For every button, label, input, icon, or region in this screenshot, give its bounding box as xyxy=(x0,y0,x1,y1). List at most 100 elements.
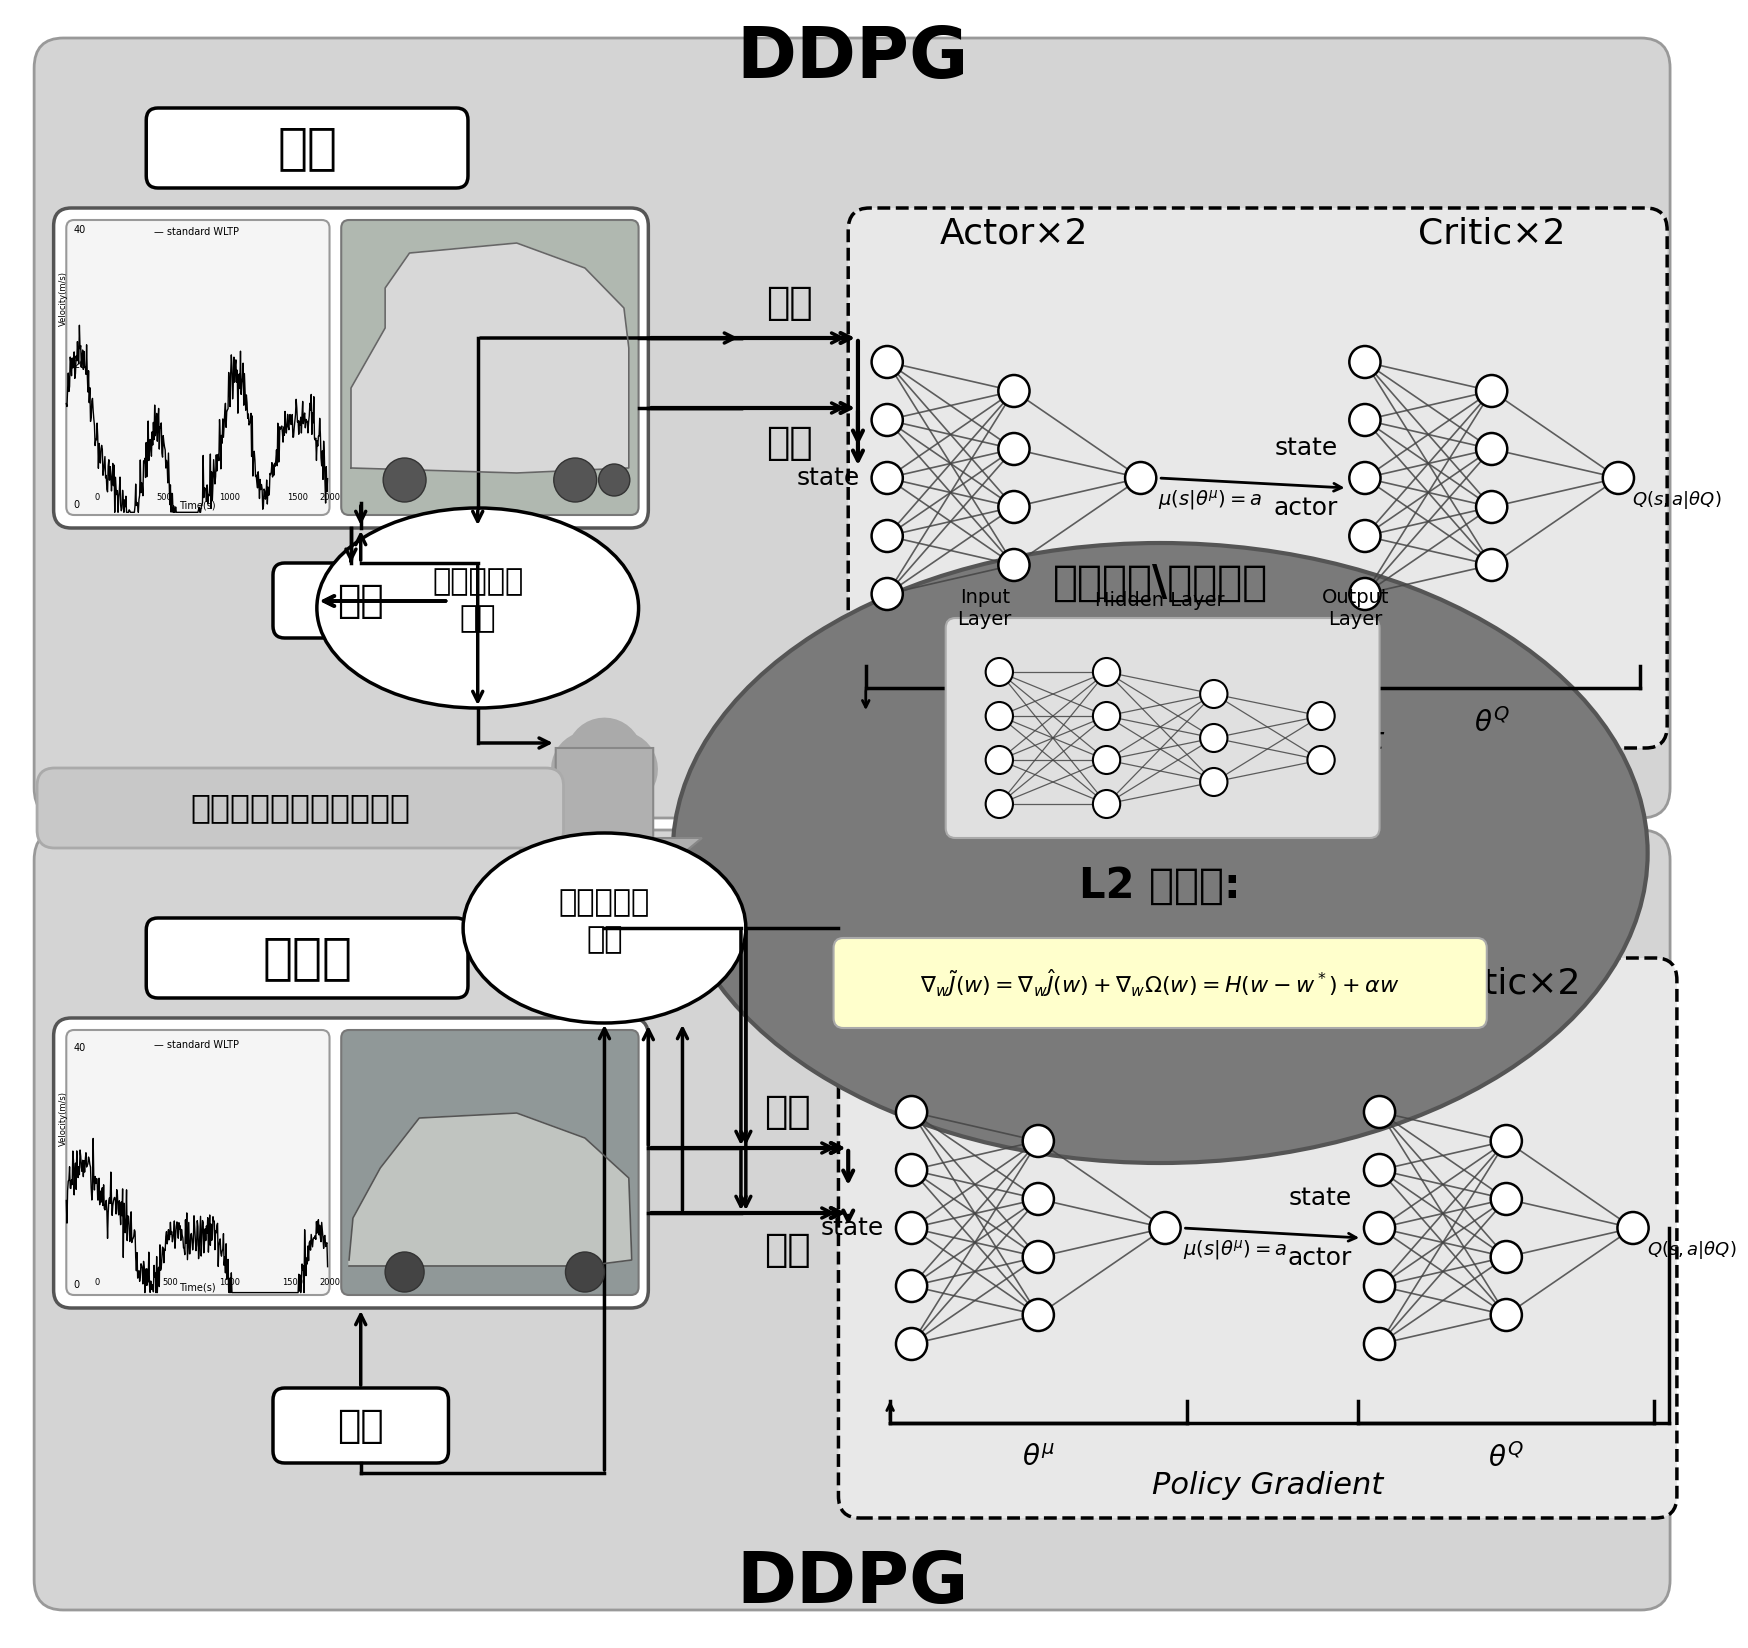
Text: Output
Layer: Output Layer xyxy=(1321,587,1390,628)
Text: 1000: 1000 xyxy=(220,1277,241,1287)
Text: 优先回放经
验池: 优先回放经 验池 xyxy=(432,567,523,633)
FancyBboxPatch shape xyxy=(946,618,1379,837)
Text: Policy Gradient: Policy Gradient xyxy=(1152,1472,1383,1500)
Text: $Q(s,a|\theta Q)$: $Q(s,a|\theta Q)$ xyxy=(1633,489,1722,511)
Text: Velocity(m/s): Velocity(m/s) xyxy=(58,270,68,326)
Circle shape xyxy=(1491,1241,1523,1272)
Text: L2 正则化:: L2 正则化: xyxy=(1079,865,1241,906)
Text: $Q(s,a|\theta Q)$: $Q(s,a|\theta Q)$ xyxy=(1647,1239,1736,1261)
Circle shape xyxy=(385,1252,425,1292)
Text: 优先回放经
验池: 优先回放经 验池 xyxy=(559,888,650,954)
Circle shape xyxy=(1023,1183,1054,1215)
Circle shape xyxy=(1475,433,1507,465)
Circle shape xyxy=(1349,404,1381,437)
Text: 0: 0 xyxy=(73,1280,79,1290)
Text: DDPG: DDPG xyxy=(736,23,968,92)
Circle shape xyxy=(1349,346,1381,377)
Text: 2000: 2000 xyxy=(320,1277,341,1287)
FancyBboxPatch shape xyxy=(147,109,468,188)
Text: Hidden Layer: Hidden Layer xyxy=(1096,590,1225,610)
Text: actor: actor xyxy=(1273,496,1337,521)
Circle shape xyxy=(872,578,902,610)
Text: 0: 0 xyxy=(73,499,79,509)
Text: 动作: 动作 xyxy=(337,1407,385,1445)
Circle shape xyxy=(1363,1211,1395,1244)
Ellipse shape xyxy=(673,542,1648,1163)
Circle shape xyxy=(1363,1271,1395,1302)
Circle shape xyxy=(1308,747,1335,775)
Text: 20: 20 xyxy=(73,359,86,371)
Circle shape xyxy=(1363,1328,1395,1360)
Text: state: state xyxy=(1288,1187,1353,1210)
Circle shape xyxy=(897,1271,926,1302)
Circle shape xyxy=(1491,1299,1523,1332)
Text: $\theta^\mu$: $\theta^\mu$ xyxy=(1023,1444,1054,1472)
FancyBboxPatch shape xyxy=(35,831,1669,1610)
Text: 1500: 1500 xyxy=(281,1277,302,1287)
Text: 经验池迁移（训练数据）: 经验池迁移（训练数据） xyxy=(191,791,411,824)
Circle shape xyxy=(986,658,1012,686)
Circle shape xyxy=(1201,768,1227,796)
Text: 奖励: 奖励 xyxy=(764,1231,811,1269)
FancyBboxPatch shape xyxy=(35,38,1669,817)
Circle shape xyxy=(986,702,1012,730)
Text: DDPG: DDPG xyxy=(736,1549,968,1617)
Circle shape xyxy=(998,549,1030,582)
Text: Actor×2: Actor×2 xyxy=(940,216,1089,250)
Circle shape xyxy=(1023,1299,1054,1332)
Circle shape xyxy=(872,461,902,494)
Text: 1500: 1500 xyxy=(287,493,308,503)
Circle shape xyxy=(1308,702,1335,730)
Text: 奖励: 奖励 xyxy=(766,424,813,461)
Circle shape xyxy=(1092,789,1120,817)
Circle shape xyxy=(998,376,1030,407)
Text: Critic×2: Critic×2 xyxy=(1433,966,1580,1000)
FancyBboxPatch shape xyxy=(341,1030,638,1295)
Circle shape xyxy=(986,789,1012,817)
Text: 500: 500 xyxy=(156,493,171,503)
Circle shape xyxy=(986,747,1012,775)
Text: state: state xyxy=(822,1216,884,1239)
Circle shape xyxy=(598,465,629,496)
Text: — standard WLTP: — standard WLTP xyxy=(154,1040,239,1050)
Text: $\theta^\mu$: $\theta^\mu$ xyxy=(998,709,1030,737)
FancyBboxPatch shape xyxy=(54,1018,649,1309)
Circle shape xyxy=(554,458,596,503)
Circle shape xyxy=(1349,521,1381,552)
Circle shape xyxy=(1617,1211,1648,1244)
Circle shape xyxy=(1603,461,1634,494)
Text: 源域: 源域 xyxy=(278,124,337,171)
Text: 状态: 状态 xyxy=(764,1093,811,1131)
Text: state: state xyxy=(797,466,860,489)
Text: 500: 500 xyxy=(163,1277,178,1287)
Circle shape xyxy=(1126,461,1155,494)
Text: 2000: 2000 xyxy=(320,493,341,503)
Circle shape xyxy=(1201,681,1227,709)
Circle shape xyxy=(1201,723,1227,751)
FancyBboxPatch shape xyxy=(37,768,563,849)
Circle shape xyxy=(1475,491,1507,522)
Polygon shape xyxy=(507,748,703,918)
Circle shape xyxy=(565,1252,605,1292)
Text: actor: actor xyxy=(1288,1246,1353,1271)
FancyBboxPatch shape xyxy=(66,1030,330,1295)
Text: $\mu(s|\theta^\mu)=a$: $\mu(s|\theta^\mu)=a$ xyxy=(1183,1238,1287,1262)
Text: 1000: 1000 xyxy=(220,493,241,503)
Circle shape xyxy=(872,346,902,377)
FancyBboxPatch shape xyxy=(147,918,468,999)
Circle shape xyxy=(897,1211,926,1244)
Circle shape xyxy=(1092,658,1120,686)
Ellipse shape xyxy=(316,508,638,709)
Circle shape xyxy=(1491,1183,1523,1215)
Circle shape xyxy=(1475,376,1507,407)
Text: 动作: 动作 xyxy=(337,582,385,620)
Polygon shape xyxy=(350,1112,631,1266)
Circle shape xyxy=(872,521,902,552)
Polygon shape xyxy=(351,242,629,473)
Circle shape xyxy=(1023,1126,1054,1157)
Text: — standard WLTP: — standard WLTP xyxy=(154,227,239,237)
Circle shape xyxy=(897,1328,926,1360)
Circle shape xyxy=(872,404,902,437)
Circle shape xyxy=(1349,461,1381,494)
Text: Time(s): Time(s) xyxy=(178,1282,215,1292)
